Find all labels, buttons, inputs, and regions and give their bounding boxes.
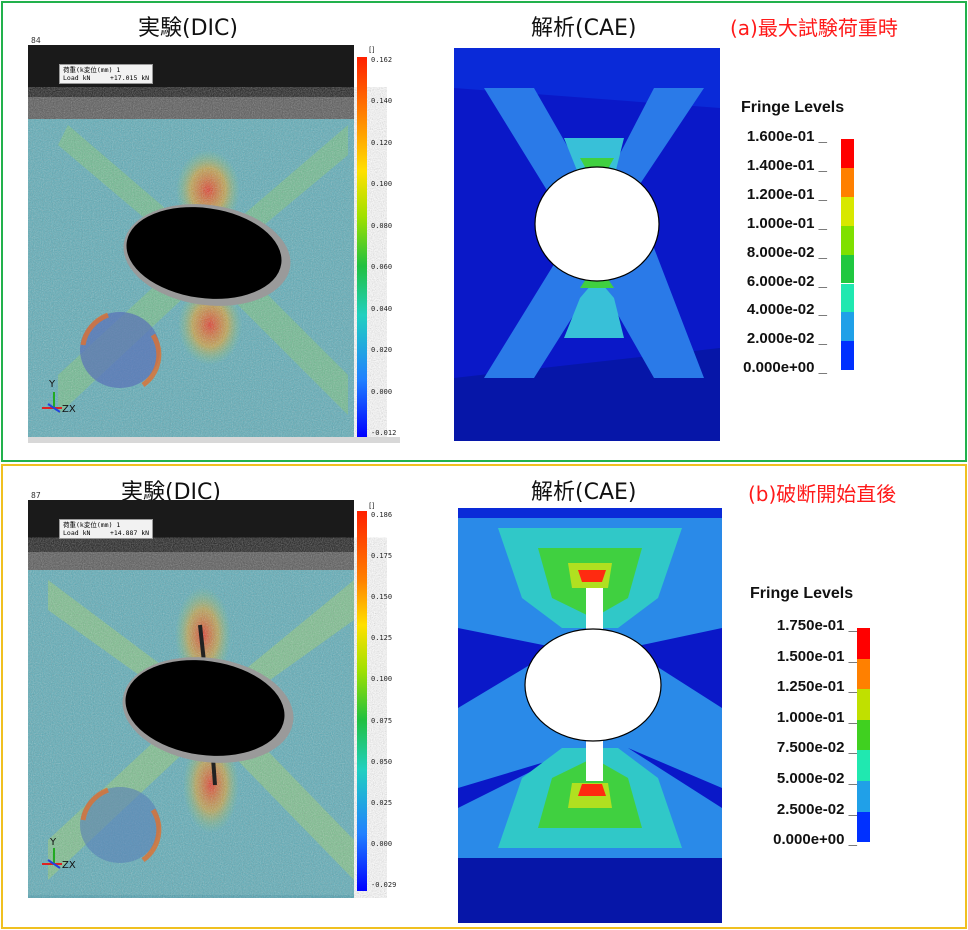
fringe-level-label: 6.000e-02 _ (746, 272, 827, 290)
fringe-color-swatch (857, 719, 870, 751)
fringe-color-swatch (841, 139, 854, 168)
fringe-color-swatch (857, 689, 870, 720)
cae-image-a (454, 48, 720, 441)
dic-colorbar-tick: 0.025 (371, 798, 393, 807)
fringe-level-label: 0.000e+00 _ (773, 831, 857, 849)
fringe-level-label: 5.000e-02 _ (776, 770, 857, 787)
dic-colorbar-b (357, 511, 367, 891)
dic-colorbar-tick: 0.100 (371, 180, 393, 189)
frame-number-b: 87 (31, 491, 41, 500)
caption-b: (b)破断開始直後 (748, 482, 897, 506)
dic-colorbar-tick: 0.140 (371, 97, 393, 106)
dic-title-a: 実験(DIC) (138, 16, 238, 41)
dic-colorbar-tick: 0.040 (371, 304, 393, 313)
dic-colorbar-tick: 0.186 (371, 511, 393, 519)
fringe-level-label: 1.400e-01 _ (746, 156, 827, 174)
dic-image-b (28, 500, 354, 898)
fringe-level-label: 1.600e-01 _ (746, 128, 827, 145)
fringe-level-label: 0.000e+00 _ (743, 359, 827, 377)
fringe-level-label: 2.500e-02 _ (776, 800, 857, 818)
panel-fracture-start (1, 464, 967, 929)
fringe-color-swatch (841, 341, 854, 371)
dic-colorbar-tick: 0.000 (371, 387, 393, 396)
axis-zx-label-b: ZX (62, 860, 76, 871)
dic-colorbar-tick: 0.060 (371, 263, 393, 272)
fringe-level-label: 7.500e-02 _ (776, 739, 857, 757)
axis-y-label-a: Y (49, 379, 56, 390)
dic-colorbar-tick: 0.000 (371, 839, 393, 848)
dic-colorbar-tick: -0.029 (371, 881, 397, 889)
dic-colorbar-tick: 0.075 (371, 716, 393, 725)
frame-number-a: 84 (31, 36, 41, 45)
axis-y-label-b: Y (50, 837, 57, 848)
dic-colorbar-tick: 0.050 (371, 757, 393, 766)
dic-colorbar-tick: 0.175 (371, 552, 393, 561)
dic-colorbar-tick: 0.150 (371, 593, 393, 602)
dic-image-a (28, 45, 400, 443)
dic-colorbar-unit-a: [] (369, 46, 375, 54)
cae-title-a: 解析(CAE) (531, 16, 637, 41)
fringe-color-swatch (857, 658, 870, 690)
dic-colorbar-tick: -0.012 (371, 429, 397, 437)
fringe-color-swatch (841, 225, 854, 255)
dic-colorbar-tick: 0.080 (371, 221, 393, 230)
dic-colorbar-tick: 0.125 (371, 634, 393, 643)
fringe-level-label: 1.200e-01 _ (746, 185, 827, 203)
fringe-level-label: 8.000e-02 _ (746, 243, 827, 261)
fringe-level-label: 1.250e-01 _ (776, 678, 857, 696)
fringe-color-swatch (841, 167, 854, 197)
dic-colorbar-tick: 0.020 (371, 346, 393, 355)
axis-triad-icon (42, 392, 62, 413)
fringe-color-swatch (841, 254, 854, 284)
cae-title-b: 解析(CAE) (531, 480, 637, 505)
fringe-color-swatch (841, 312, 854, 342)
fringe-color-swatch (857, 811, 870, 843)
fringe-level-label: 1.750e-01 _ (776, 617, 857, 634)
fringe-color-swatch (841, 283, 854, 313)
fringe-color-swatch (857, 750, 870, 781)
cae-image-b (458, 508, 722, 923)
dic-colorbar-tick: 0.100 (371, 675, 393, 684)
fringe-color-swatch (841, 196, 854, 226)
fringe-level-label: 1.500e-01 _ (776, 647, 857, 665)
panel-max-load (1, 1, 967, 462)
load-readout-a: 荷重(k変位(mm) 1 Load kN +17.015 kN (59, 64, 154, 84)
fringe-color-swatch (857, 781, 870, 812)
axis-triad-icon (42, 848, 62, 869)
fringe-level-label: 4.000e-02 _ (746, 301, 827, 319)
fringe-title-b: Fringe Levels (750, 585, 854, 602)
fringe-title-a: Fringe Levels (741, 99, 845, 116)
load-readout-b: 荷重(k変位(mm) 1 Load kN +14.887 kN (59, 519, 154, 539)
dic-colorbar-tick: 0.162 (371, 56, 393, 64)
caption-a: (a)最大試験荷重時 (730, 16, 898, 40)
axis-zx-label-a: ZX (62, 404, 76, 415)
fringe-level-label: 1.000e-01 _ (776, 708, 857, 726)
fringe-color-swatch (857, 628, 870, 659)
fringe-level-label: 2.000e-02 _ (746, 330, 827, 348)
dic-colorbar-a (357, 57, 367, 437)
dic-colorbar-unit-b: [] (369, 502, 375, 510)
fringe-level-label: 1.000e-01 _ (746, 214, 827, 232)
dic-colorbar-tick: 0.120 (371, 138, 393, 147)
